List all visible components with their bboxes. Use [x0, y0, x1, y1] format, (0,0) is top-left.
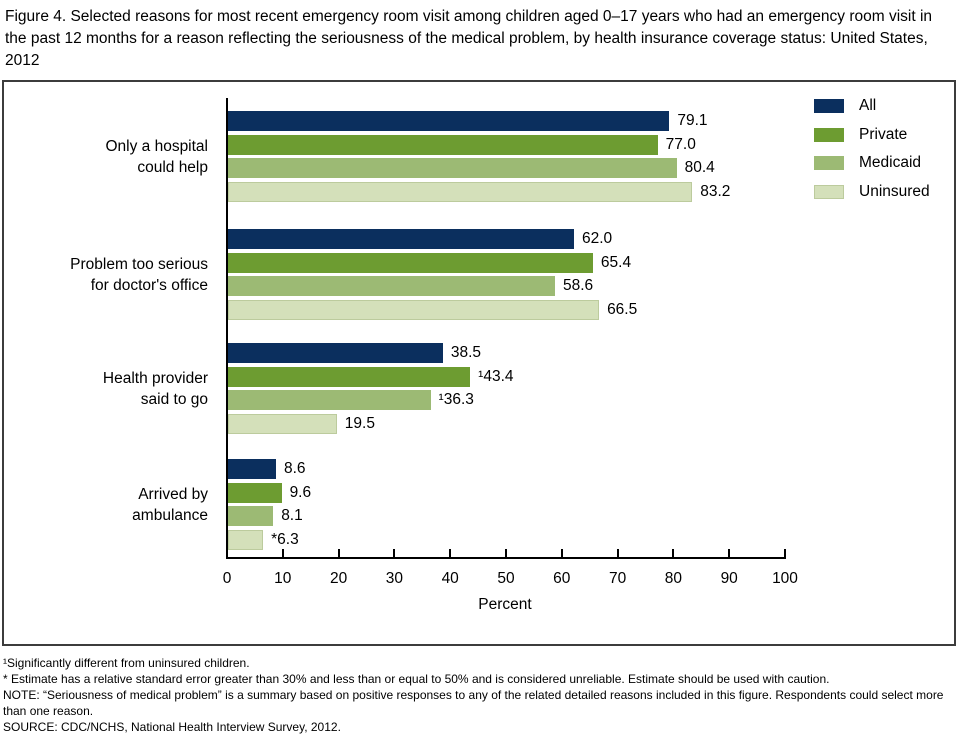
legend-label: Private [859, 125, 908, 143]
x-tick-label: 70 [608, 570, 627, 587]
legend-item-all: All [814, 96, 876, 116]
bar-uninsured-group3 [228, 414, 337, 435]
bar-value-label: 77.0 [665, 135, 696, 153]
x-tick-label: 40 [441, 570, 459, 587]
bar-private-group1 [228, 134, 658, 155]
bar-value-label: ¹36.3 [438, 391, 474, 409]
legend-label: All [859, 97, 877, 114]
bar-value-label: *6.3 [271, 531, 299, 549]
bar-private-group2 [228, 252, 593, 273]
bar-value-label: 58.6 [562, 277, 594, 295]
bar-value-label: ¹43.4 [478, 367, 514, 385]
x-tick-label: 100 [772, 570, 798, 587]
legend: All Private Medicaid Uninsured [814, 96, 954, 216]
bar-value-label: 8.6 [283, 460, 306, 477]
category-label: Problem too serious for doctor's office [4, 254, 208, 296]
bar-value-label: 66.5 [607, 301, 638, 319]
legend-item-medicaid: Medicaid [814, 153, 921, 173]
bar-value-label: 8.1 [281, 507, 303, 525]
footnotes: ¹Significantly different from uninsured … [3, 655, 955, 735]
figure-title: Figure 4. Selected reasons for most rece… [5, 8, 933, 69]
bar-chart: Only a hospital could help Problem too ser… [4, 82, 954, 644]
x-tick [226, 549, 228, 557]
x-tick [728, 549, 731, 557]
footnote-source: SOURCE: CDC/NCHS, National Health Interv… [3, 720, 341, 734]
bar-uninsured-group2 [228, 300, 600, 321]
bar-medicaid-group3 [228, 390, 431, 411]
category-label-line: Only a hospital [105, 137, 208, 155]
x-tick [672, 549, 675, 557]
footnote-reliability: * Estimate has a relative standard error… [3, 672, 830, 686]
category-label-line: Problem too serious [70, 255, 208, 273]
x-tick-label: 60 [553, 570, 571, 587]
bar-private-group3 [228, 366, 471, 387]
bar-all-group2 [228, 229, 574, 249]
x-tick [505, 549, 507, 557]
bar-value-label: 38.5 [450, 344, 481, 361]
bar-medicaid-group4 [228, 506, 274, 527]
bar-value-label: 9.6 [289, 483, 312, 501]
bar-all-group4 [228, 459, 276, 479]
x-tick [449, 549, 452, 557]
category-label-line: for doctor's office [90, 276, 208, 294]
x-tick-label: 90 [720, 570, 738, 587]
bar-uninsured-group4 [228, 530, 264, 551]
bar-value-label: 19.5 [344, 415, 375, 433]
bar-medicaid-group1 [228, 158, 677, 179]
x-tick [337, 549, 340, 557]
legend-label: Uninsured [859, 182, 930, 200]
x-tick-label: 10 [274, 570, 292, 587]
x-tick [784, 549, 786, 557]
category-label-line: Health provider [102, 369, 208, 387]
legend-label: Medicaid [859, 154, 922, 171]
legend-item-private: Private [814, 125, 907, 145]
bar-private-group4 [228, 482, 282, 503]
chart-frame: Only a hospital could help Problem too ser… [2, 80, 956, 646]
x-axis-line [226, 557, 786, 559]
x-tick-label: 30 [385, 570, 404, 587]
x-tick-label: 80 [664, 570, 683, 587]
x-tick-label: 0 [222, 570, 232, 587]
legend-swatch-all [814, 99, 844, 113]
category-label-line: ambulance [132, 506, 208, 524]
bar-value-label: 65.4 [600, 253, 632, 271]
bar-value-label: 80.4 [684, 159, 715, 177]
x-axis-title: Percent [478, 596, 532, 613]
bar-uninsured-group1 [228, 182, 693, 203]
x-tick [393, 549, 396, 557]
legend-swatch-private [814, 127, 844, 142]
category-label-line: Arrived by [138, 485, 208, 503]
bar-all-group1 [228, 111, 670, 131]
bar-value-label: 62.0 [581, 230, 613, 247]
footnote-note: NOTE: “Seriousness of medical problem” i… [3, 688, 944, 718]
category-label: Health provider said to go [4, 368, 208, 410]
category-label-line: said to go [140, 390, 208, 408]
x-tick-label: 50 [497, 570, 515, 587]
bar-value-label: 83.2 [700, 183, 731, 201]
legend-swatch-uninsured [814, 184, 844, 199]
x-tick [616, 549, 619, 557]
y-axis-line [226, 98, 228, 559]
bar-all-group3 [228, 343, 443, 363]
category-label: Only a hospital could help [4, 136, 208, 178]
bar-medicaid-group2 [228, 276, 555, 297]
x-tick [281, 549, 284, 557]
footnote-significance: ¹Significantly different from uninsured … [3, 656, 250, 670]
category-label: Arrived by ambulance [4, 484, 208, 526]
category-label-line: could help [137, 158, 208, 176]
bar-value-label: 79.1 [677, 112, 708, 129]
legend-swatch-medicaid [814, 156, 844, 170]
x-tick-label: 20 [329, 570, 348, 587]
x-tick [560, 549, 563, 557]
legend-item-uninsured: Uninsured [814, 182, 930, 202]
